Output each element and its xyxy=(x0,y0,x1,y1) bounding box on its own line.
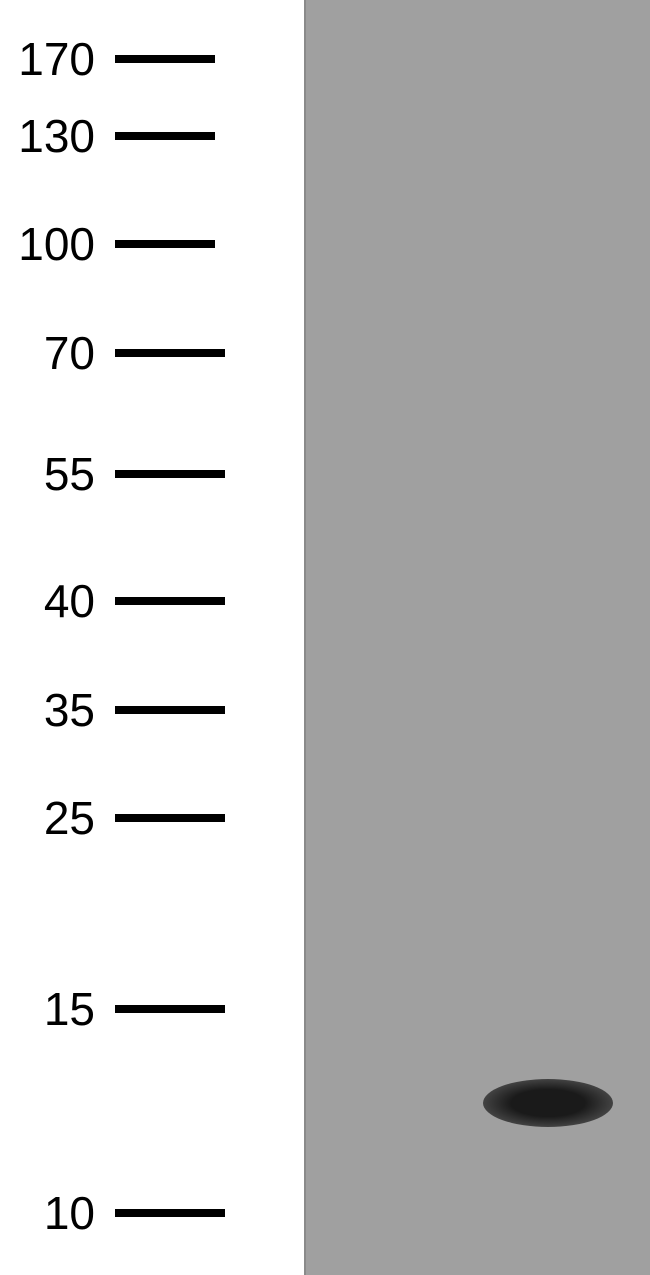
ladder-marker-row: 55 xyxy=(0,447,300,501)
ladder-marker-label: 15 xyxy=(0,982,115,1036)
ladder-marker-row: 10 xyxy=(0,1186,300,1240)
ladder-marker-tick xyxy=(115,132,215,140)
ladder-marker-label: 130 xyxy=(0,109,115,163)
ladder-marker-label: 10 xyxy=(0,1186,115,1240)
ladder-marker-tick xyxy=(115,1005,225,1013)
ladder-marker-row: 25 xyxy=(0,791,300,845)
blot-band xyxy=(483,1079,613,1127)
ladder-marker-row: 35 xyxy=(0,683,300,737)
ladder-marker-label: 70 xyxy=(0,326,115,380)
ladder-marker-row: 15 xyxy=(0,982,300,1036)
ladder-marker-label: 55 xyxy=(0,447,115,501)
molecular-weight-ladder: 170 130 100 70 55 40 35 25 15 10 xyxy=(0,0,300,1275)
ladder-marker-tick xyxy=(115,349,225,357)
ladder-marker-tick xyxy=(115,814,225,822)
ladder-marker-tick xyxy=(115,597,225,605)
ladder-marker-row: 70 xyxy=(0,326,300,380)
ladder-marker-label: 100 xyxy=(0,217,115,271)
blot-membrane xyxy=(304,0,650,1275)
ladder-marker-label: 170 xyxy=(0,32,115,86)
ladder-marker-label: 25 xyxy=(0,791,115,845)
ladder-marker-label: 35 xyxy=(0,683,115,737)
ladder-marker-tick xyxy=(115,1209,225,1217)
ladder-marker-tick xyxy=(115,240,215,248)
ladder-marker-label: 40 xyxy=(0,574,115,628)
ladder-marker-tick xyxy=(115,706,225,714)
ladder-marker-row: 40 xyxy=(0,574,300,628)
ladder-marker-row: 170 xyxy=(0,32,300,86)
ladder-marker-row: 130 xyxy=(0,109,300,163)
ladder-marker-tick xyxy=(115,470,225,478)
ladder-marker-tick xyxy=(115,55,215,63)
western-blot-figure: 170 130 100 70 55 40 35 25 15 10 xyxy=(0,0,650,1275)
ladder-marker-row: 100 xyxy=(0,217,300,271)
